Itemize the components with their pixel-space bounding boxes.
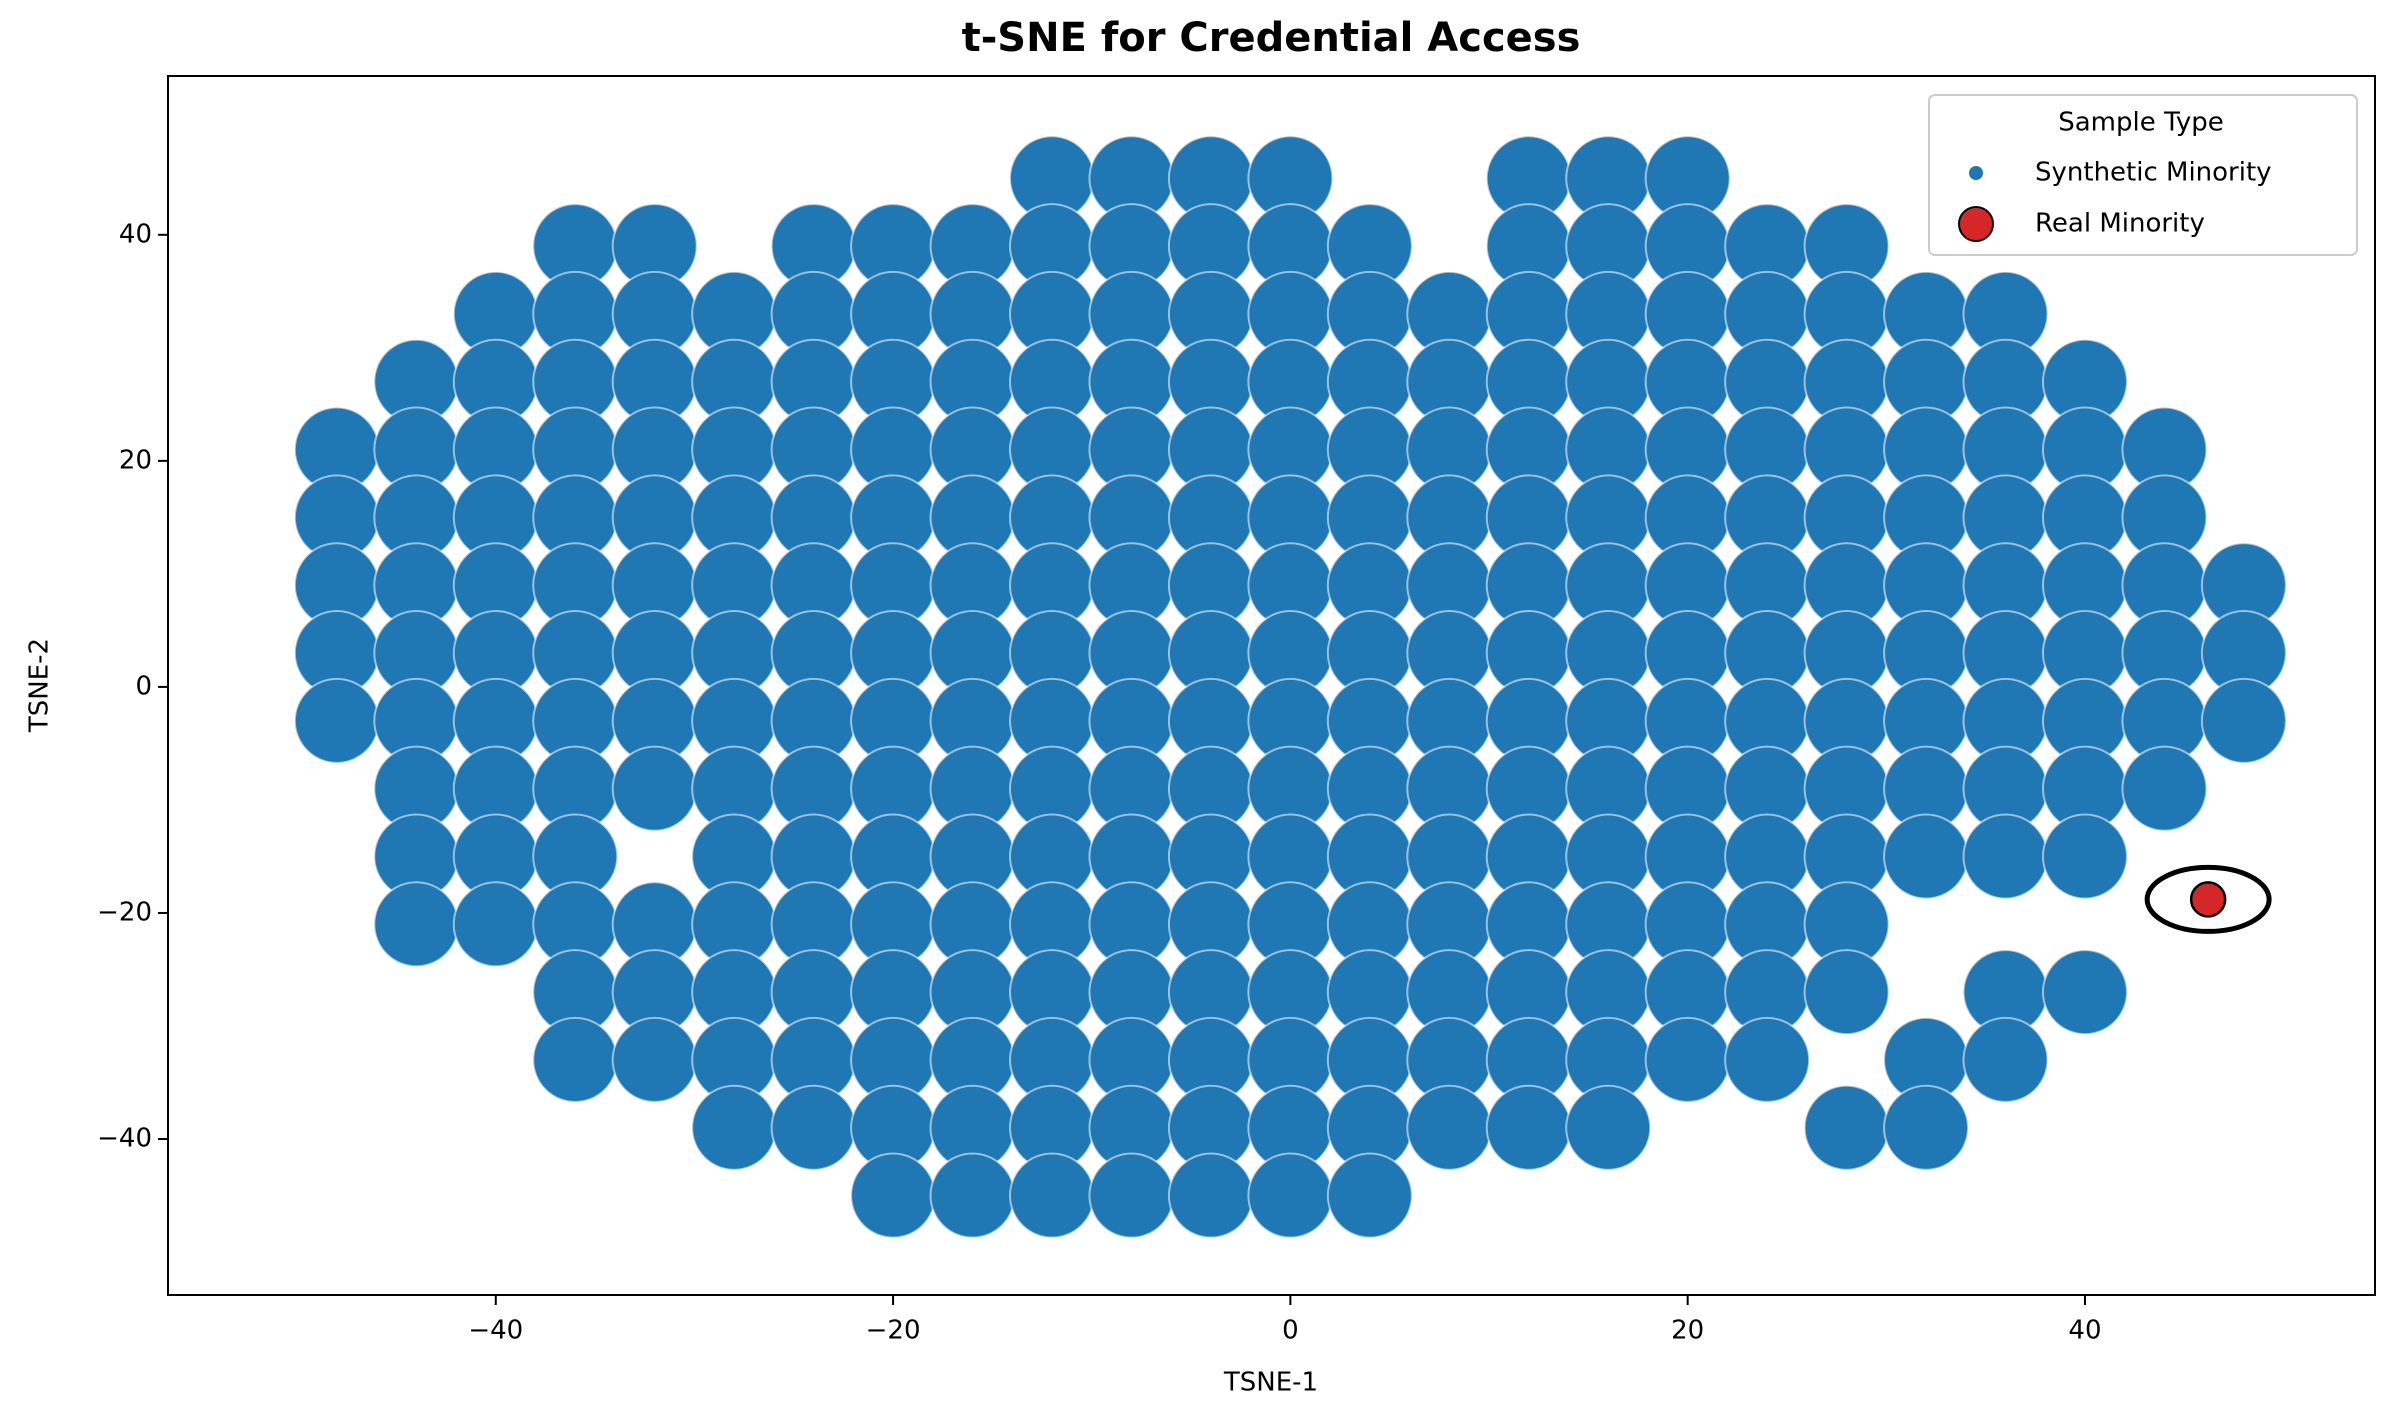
y-tick-label: −20 bbox=[97, 897, 152, 927]
y-tick-label: 20 bbox=[119, 445, 152, 475]
y-axis-label: TSNE-2 bbox=[25, 638, 55, 733]
synthetic-point bbox=[1565, 1084, 1652, 1171]
synthetic-point bbox=[2041, 813, 2128, 900]
synthetic-point bbox=[1803, 1084, 1890, 1171]
synthetic-point bbox=[373, 881, 460, 968]
legend-box bbox=[1928, 94, 2358, 256]
synthetic-point bbox=[452, 881, 539, 968]
x-axis-label: TSNE-1 bbox=[1223, 1368, 1318, 1398]
synthetic-point bbox=[1644, 1016, 1731, 1103]
synthetic-point bbox=[929, 1152, 1016, 1239]
chart-title: t-SNE for Credential Access bbox=[962, 15, 1581, 61]
synthetic-point bbox=[611, 1016, 698, 1103]
real-point bbox=[2189, 881, 2227, 918]
synthetic-point bbox=[2121, 745, 2208, 832]
synthetic-point bbox=[1406, 1084, 1493, 1171]
y-tick-label: 0 bbox=[135, 671, 152, 701]
synthetic-point bbox=[611, 745, 698, 832]
legend-marker bbox=[1958, 206, 1994, 242]
synthetic-point bbox=[1088, 1152, 1175, 1239]
synthetic-point bbox=[1803, 949, 1890, 1036]
synthetic-point bbox=[850, 1152, 937, 1239]
legend-title: Sample Type bbox=[2058, 108, 2223, 138]
x-tick-label: −40 bbox=[468, 1316, 523, 1346]
synthetic-point bbox=[1247, 1152, 1334, 1239]
synthetic-point bbox=[532, 1016, 619, 1103]
plot-area bbox=[293, 135, 2287, 1239]
x-tick-label: 20 bbox=[1671, 1316, 1704, 1346]
synthetic-point bbox=[1724, 1016, 1811, 1103]
highlight-ellipse bbox=[2144, 864, 2272, 934]
legend-label: Real Minority bbox=[2035, 209, 2205, 239]
x-tick-label: 0 bbox=[1282, 1316, 1299, 1346]
synthetic-point bbox=[2041, 949, 2128, 1036]
synthetic-point bbox=[770, 1084, 857, 1171]
x-tick-label: 40 bbox=[2068, 1316, 2101, 1346]
synthetic-point bbox=[1167, 1152, 1254, 1239]
synthetic-point bbox=[1008, 1152, 1095, 1239]
x-tick-label: −20 bbox=[866, 1316, 921, 1346]
synthetic-point bbox=[2200, 677, 2287, 764]
synthetic-point bbox=[1326, 1152, 1413, 1239]
synthetic-point bbox=[1962, 813, 2049, 900]
y-tick-label: −40 bbox=[97, 1124, 152, 1154]
synthetic-point bbox=[293, 677, 380, 764]
synthetic-point bbox=[1485, 1084, 1572, 1171]
synthetic-point bbox=[1883, 813, 1970, 900]
synthetic-point bbox=[691, 1084, 778, 1171]
synthetic-point bbox=[1883, 1084, 1970, 1171]
synthetic-point bbox=[1962, 1016, 2049, 1103]
legend-marker bbox=[1967, 164, 1985, 182]
legend-label: Synthetic Minority bbox=[2035, 158, 2272, 188]
axes-frame bbox=[167, 75, 2376, 1296]
y-tick-label: 40 bbox=[119, 219, 152, 249]
